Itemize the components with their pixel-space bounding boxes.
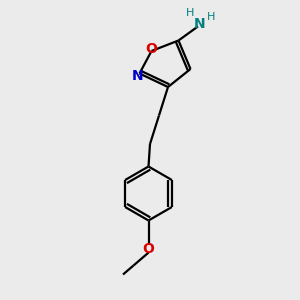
Text: O: O (142, 242, 154, 256)
Text: O: O (146, 42, 158, 56)
Text: N: N (132, 69, 144, 83)
Text: H: H (207, 11, 216, 22)
Text: H: H (186, 8, 195, 19)
Text: N: N (194, 17, 205, 31)
